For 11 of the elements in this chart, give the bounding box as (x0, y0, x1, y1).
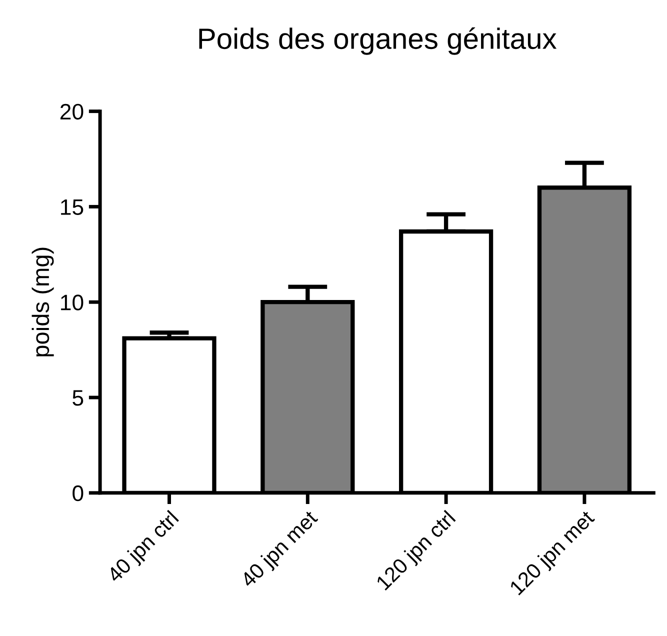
x-tick-label: 40 jpn met (239, 508, 322, 592)
y-tick-label: 15 (61, 199, 84, 215)
x-tick-label: 120 jpn ctrl (375, 510, 459, 594)
y-tick-label: 10 (61, 294, 84, 310)
y-axis-title: poids (mg) (32, 248, 54, 356)
y-tick-label: 5 (72, 390, 84, 406)
x-tick-label: 120 jpn met (508, 508, 598, 598)
chart-title: Poids des organes génitaux (199, 27, 557, 55)
x-tick-label: 40 jpn ctrl (106, 510, 182, 586)
y-tick-label: 20 (60, 104, 84, 120)
y-tick-label: 0 (72, 485, 84, 502)
